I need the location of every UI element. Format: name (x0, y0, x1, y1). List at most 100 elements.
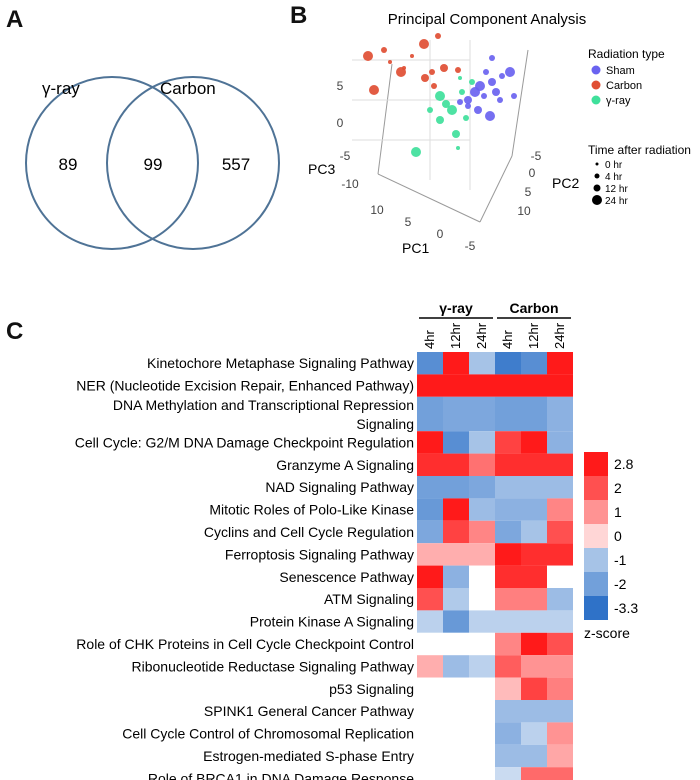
pca-point (442, 100, 450, 108)
legend-time-marker (592, 195, 602, 205)
heatmap-cell (521, 700, 547, 723)
heatmap-cell (521, 498, 547, 521)
heatmap-row-label: Ribonucleotide Reductase Signaling Pathw… (131, 658, 414, 674)
heatmap-cell (495, 431, 521, 454)
heatmap-cell (443, 498, 469, 521)
heatmap-cell (417, 565, 443, 588)
heatmap-row-label: Role of BRCA1 in DNA Damage Response (148, 770, 414, 780)
heatmap-cell (469, 453, 495, 476)
heatmap-cell (417, 677, 443, 700)
heatmap-cell (495, 374, 521, 397)
pc1-tick-label: 5 (405, 215, 412, 229)
heatmap-cell (547, 498, 573, 521)
pca-point (440, 64, 448, 72)
heatmap-group-label: Carbon (510, 300, 559, 316)
heatmap-cell (547, 588, 573, 611)
heatmap-row-label: Protein Kinase A Signaling (250, 614, 414, 630)
heatmap-cells (417, 352, 573, 780)
pca-axis-line (479, 155, 513, 223)
heatmap-cell (417, 453, 443, 476)
heatmap-cell (547, 655, 573, 678)
heatmap-row-labels: Kinetochore Metaphase Signaling Pathway N… (75, 355, 414, 780)
heatmap-cell (417, 655, 443, 678)
heatmap-cell (469, 632, 495, 656)
pca-point (459, 89, 465, 95)
pca-point (483, 69, 489, 75)
scale-swatch (584, 596, 608, 620)
legend-time-label: 4 hr (605, 172, 623, 183)
legend-time-marker (593, 184, 601, 192)
heatmap-cell (521, 610, 547, 633)
heatmap-cell (469, 565, 495, 588)
heatmap-cell (469, 396, 495, 432)
heatmap-row-label: Role of CHK Proteins in Cell Cycle Check… (76, 636, 414, 652)
pca-point (436, 116, 444, 124)
heatmap-cell (469, 431, 495, 454)
heatmap-cell (521, 655, 547, 678)
heatmap-cell (469, 374, 495, 397)
heatmap-cell (469, 352, 495, 375)
heatmap-cell (417, 476, 443, 499)
heatmap-cell (495, 453, 521, 476)
heatmap-cell (443, 744, 469, 768)
heatmap-cell (443, 476, 469, 499)
heatmap-cell (495, 476, 521, 499)
legend-time-label: 24 hr (605, 196, 628, 207)
heatmap-row-label: SPINK1 General Cancer Pathway (204, 703, 414, 719)
legend-type-label: γ-ray (606, 95, 631, 107)
pca-axis-label-pc3: PC3 (308, 161, 335, 177)
heatmap-column-label: 24hr (552, 322, 567, 349)
pca-point (511, 93, 517, 99)
heatmap-row-label: Granzyme A Signaling (276, 457, 414, 473)
pca-point (429, 69, 435, 75)
heatmap-cell (521, 431, 547, 454)
pca-point (469, 79, 475, 85)
heatmap-cell (443, 700, 469, 723)
pca-point (465, 103, 471, 109)
legend-time-title: Time after radiation (588, 143, 691, 157)
heatmap-cell (495, 700, 521, 723)
heatmap-cell (547, 767, 573, 780)
pc1-tick-label: -5 (465, 239, 476, 253)
heatmap-row-label: Cyclins and Cell Cycle Regulation (204, 524, 414, 540)
venn-diagram: γ-ray Carbon 89 99 557 (25, 76, 280, 250)
heatmap-cell (521, 352, 547, 375)
legend-time-label: 12 hr (605, 184, 628, 195)
heatmap-cell (469, 700, 495, 723)
heatmap-cell (547, 453, 573, 476)
heatmap-cell (417, 352, 443, 375)
heatmap-cell (443, 565, 469, 588)
pca-point (463, 115, 469, 121)
heatmap-cell (521, 374, 547, 397)
pca-point (435, 33, 441, 39)
pc3-tick-label: -5 (340, 149, 351, 163)
heatmap-cell (495, 588, 521, 611)
scale-tick-label: 2.8 (614, 456, 634, 472)
scale-swatch (584, 476, 608, 500)
heatmap-cell (547, 722, 573, 745)
pca-axis-line (377, 173, 481, 223)
scale-tick-label: 2 (614, 480, 622, 496)
heatmap-cell (521, 632, 547, 656)
pca-axis-line (377, 63, 393, 175)
heatmap-cell (443, 396, 469, 432)
heatmap-cell (443, 352, 469, 375)
heatmap-cell (443, 431, 469, 454)
heatmap-row-label: Mitotic Roles of Polo-Like Kinase (209, 502, 414, 518)
legend-type-marker (591, 80, 601, 90)
heatmap-cell (521, 767, 547, 780)
heatmap-header: γ-ray Carbon 4hr 12hr 24hr 4hr 12hr 24hr (419, 300, 571, 349)
heatmap-row-label: Estrogen-mediated S-phase Entry (203, 748, 414, 764)
scale-swatch (584, 572, 608, 596)
legend-type-title: Radiation type (588, 47, 665, 61)
heatmap-cell (521, 396, 547, 432)
heatmap-cell (547, 543, 573, 566)
venn-circle-left (25, 76, 199, 250)
heatmap-cell (521, 520, 547, 544)
heatmap-cell (417, 374, 443, 397)
pca-point (369, 85, 379, 95)
pca-point (411, 147, 421, 157)
scale-swatch (584, 452, 608, 476)
heatmap-cell (417, 700, 443, 723)
scale-tick-label: 0 (614, 528, 622, 544)
